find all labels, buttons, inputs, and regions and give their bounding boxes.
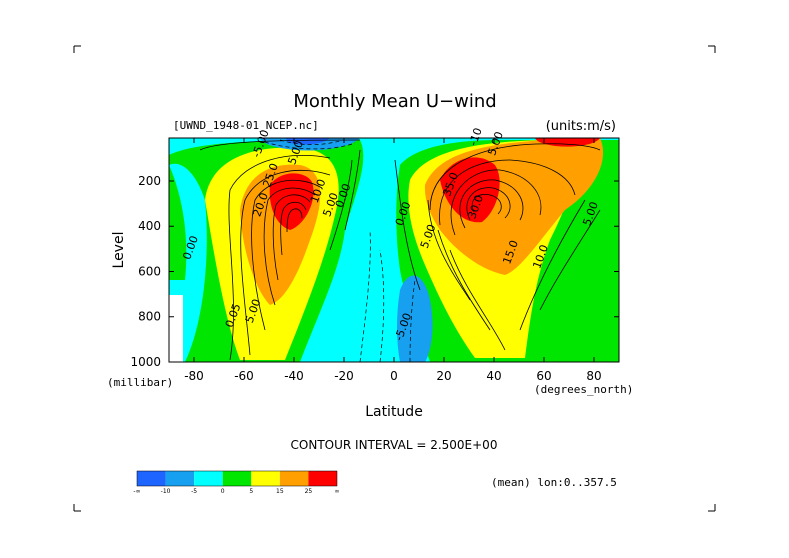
field-easterly-top-dark — [285, 138, 330, 145]
colorbar-label: ∞ — [335, 488, 340, 495]
colorbar-label: 5 — [249, 488, 253, 495]
x-axis-title: Latitude — [365, 404, 423, 420]
x-tick-label: 20 — [436, 369, 451, 383]
footnote: (mean) lon:0..357.5 — [491, 476, 617, 489]
y-axis-units: (millibar) — [107, 376, 173, 389]
y-tick-label: 400 — [138, 219, 161, 233]
field-south-edge — [169, 165, 187, 280]
colorbar-label: 0 — [221, 488, 225, 495]
colorbar-label: 15 — [276, 488, 284, 495]
x-tick-label: -20 — [334, 369, 354, 383]
colorbar-swatch — [251, 471, 280, 486]
colorbar-swatch — [222, 471, 252, 486]
colorbar-swatch — [165, 471, 195, 486]
x-tick-label: -80 — [184, 369, 204, 383]
y-tick-label: 600 — [138, 264, 161, 278]
y-tick-label: 1000 — [130, 355, 161, 369]
colorbar-swatch — [194, 471, 223, 486]
x-tick-label: 60 — [536, 369, 551, 383]
colorbar: -∞ -10 -5 0 5 15 25 ∞ — [133, 470, 340, 495]
colorbar-swatch — [279, 471, 309, 486]
x-tick-label: 40 — [486, 369, 501, 383]
colorbar-swatch — [137, 471, 166, 486]
field-south-red — [269, 173, 314, 230]
corner-marks — [73, 45, 716, 512]
dashed-contours — [264, 139, 416, 362]
colorbar-label: 25 — [305, 488, 313, 495]
field-missing-patch — [169, 295, 183, 362]
x-ticks: -80 -60 -40 -20 0 20 40 60 80 — [184, 138, 602, 383]
y-ticks: 200 400 600 800 1000 — [130, 174, 619, 369]
contour-lines — [199, 139, 601, 361]
field-north-red-top — [535, 138, 600, 147]
y-axis-title: Level — [111, 232, 127, 269]
field-easterly-blue — [397, 275, 433, 362]
x-axis-units: (degrees_north) — [534, 383, 633, 396]
contour-interval: CONTOUR INTERVAL = 2.500E+00 — [291, 438, 498, 452]
field-north-red — [440, 157, 500, 223]
colorbar-label: -10 — [161, 488, 171, 495]
contour-field — [169, 138, 619, 362]
chart-title: Monthly Mean U−wind — [293, 91, 496, 112]
y-tick-label: 200 — [138, 174, 161, 188]
y-tick-label: 800 — [138, 310, 161, 324]
x-tick-label: 80 — [586, 369, 601, 383]
colorbar-label: -5 — [191, 488, 197, 495]
colorbar-frame — [136, 470, 338, 487]
x-tick-label: -60 — [234, 369, 254, 383]
colorbar-swatch — [308, 471, 337, 486]
contour-label: -10 — [467, 126, 485, 147]
dataset-label: [UWND_1948-01_NCEP.nc] — [173, 119, 319, 132]
colorbar-label: -∞ — [133, 488, 140, 495]
units-label: (units:m/s) — [546, 119, 616, 134]
x-tick-label: -40 — [284, 369, 304, 383]
x-tick-label: 0 — [390, 369, 398, 383]
